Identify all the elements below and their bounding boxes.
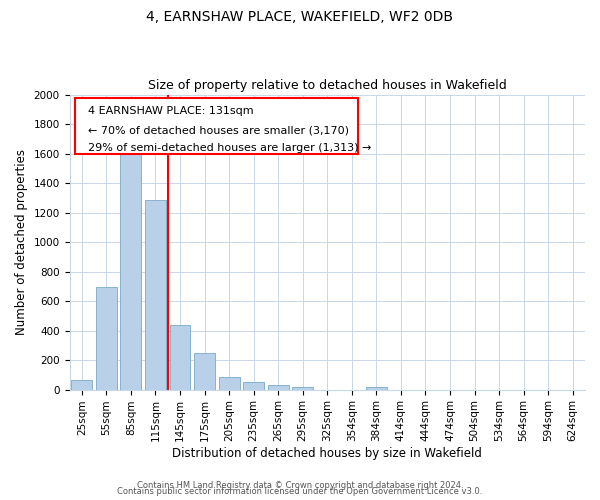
Text: ← 70% of detached houses are smaller (3,170): ← 70% of detached houses are smaller (3,…: [88, 126, 349, 136]
Bar: [96, 287, 117, 390]
Text: 29% of semi-detached houses are larger (1,313) →: 29% of semi-detached houses are larger (…: [88, 143, 371, 153]
Bar: [366, 388, 387, 390]
Bar: [292, 386, 313, 390]
Bar: [170, 326, 190, 390]
Bar: [145, 200, 166, 390]
Text: 4, EARNSHAW PLACE, WAKEFIELD, WF2 0DB: 4, EARNSHAW PLACE, WAKEFIELD, WF2 0DB: [146, 10, 454, 24]
FancyBboxPatch shape: [74, 98, 358, 154]
Text: 4 EARNSHAW PLACE: 131sqm: 4 EARNSHAW PLACE: 131sqm: [88, 106, 253, 117]
Text: Contains public sector information licensed under the Open Government Licence v3: Contains public sector information licen…: [118, 487, 482, 496]
Bar: [71, 380, 92, 390]
Bar: [194, 352, 215, 390]
Y-axis label: Number of detached properties: Number of detached properties: [15, 149, 28, 335]
X-axis label: Distribution of detached houses by size in Wakefield: Distribution of detached houses by size …: [172, 447, 482, 460]
Text: Contains HM Land Registry data © Crown copyright and database right 2024.: Contains HM Land Registry data © Crown c…: [137, 481, 463, 490]
Bar: [268, 385, 289, 390]
Bar: [218, 377, 239, 390]
Title: Size of property relative to detached houses in Wakefield: Size of property relative to detached ho…: [148, 79, 506, 92]
Bar: [243, 382, 264, 390]
Bar: [121, 148, 142, 390]
